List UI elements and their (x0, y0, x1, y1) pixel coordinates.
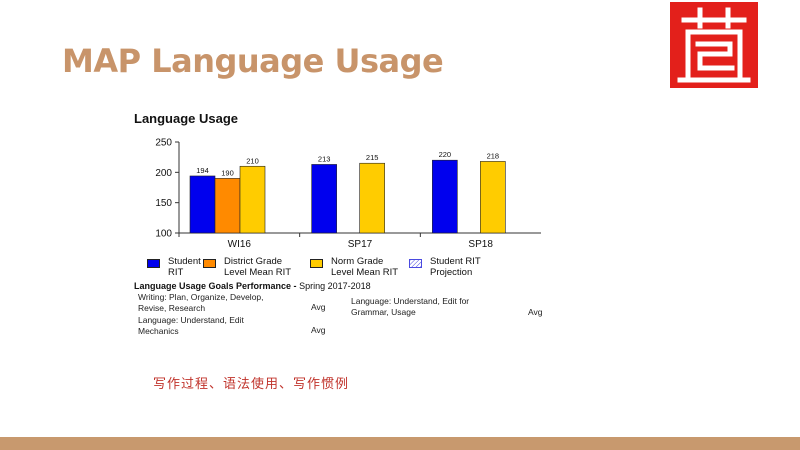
bar-norm-grade-level-mean-rit (480, 161, 506, 234)
slide-title: MAP Language Usage (62, 42, 444, 80)
legend-label: District Grade Level Mean RIT (224, 256, 292, 278)
data-label: 215 (366, 153, 379, 162)
x-tick-label: WI16 (228, 239, 252, 250)
chart-title: Language Usage (134, 111, 239, 126)
legend-swatch-student (147, 259, 160, 268)
legend-swatch-district (203, 259, 216, 268)
goal-mechanics-label: Language: Understand, Edit Mechanics (138, 315, 244, 336)
legend-item-projection: Student RIT Projection (409, 256, 490, 278)
bar-district-grade-level-mean-rit (214, 178, 241, 234)
y-tick-label: 200 (155, 168, 172, 179)
data-label: 220 (439, 150, 452, 159)
bar-student-rit (432, 159, 458, 234)
y-tick-label: 250 (155, 138, 172, 149)
y-tick-label: 100 (155, 229, 172, 240)
data-label: 210 (246, 156, 259, 165)
x-tick-label: SP17 (348, 239, 373, 250)
data-label: 218 (487, 151, 500, 160)
legend-label: Student RIT Projection (430, 256, 481, 278)
hatched-swatch-icon (409, 259, 422, 268)
bar-chart: 100 150 200 250 WI16 194 190 210 SP17 213 215 SP18 2… (155, 138, 541, 250)
goal-mechanics-value: Avg (311, 325, 326, 335)
legend-item-district: District Grade Level Mean RIT (203, 256, 298, 278)
chart-legend: Student RIT District Grade Level Mean RI… (0, 256, 800, 280)
legend-item-norm: Norm Grade Level Mean RIT (310, 256, 405, 278)
goals-title-period: Spring 2017-2018 (299, 281, 371, 291)
bar-student-rit (311, 164, 337, 234)
legend-label: Norm Grade Level Mean RIT (331, 256, 399, 278)
legend-label: Student RIT (168, 256, 201, 278)
data-label: 213 (318, 154, 331, 163)
bottom-bar (0, 437, 800, 450)
legend-item-student-rit: Student RIT (147, 256, 208, 278)
y-tick-label: 150 (155, 198, 172, 209)
legend-swatch-norm (310, 259, 323, 268)
data-label: 194 (196, 166, 209, 175)
logo-icon (670, 2, 758, 88)
data-label: 190 (221, 168, 234, 177)
x-tick-label: SP18 (468, 239, 493, 250)
goals-title-bold: Language Usage Goals Performance - (134, 281, 300, 291)
bar-norm-grade-level-mean-rit (359, 162, 385, 234)
goal-grammar-value: Avg (528, 307, 543, 317)
goal-writing-value: Avg (311, 302, 326, 312)
goals-title: Language Usage Goals Performance - Sprin… (134, 281, 371, 291)
chinese-note: 写作过程、语法使用、写作惯例 (153, 377, 350, 392)
goal-writing-label: Writing: Plan, Organize, Develop, Revise… (138, 292, 264, 313)
goal-grammar-label: Language: Understand, Edit for Grammar, … (351, 296, 470, 317)
bar-student-rit (189, 175, 216, 234)
bar-norm-grade-level-mean-rit (239, 165, 266, 234)
